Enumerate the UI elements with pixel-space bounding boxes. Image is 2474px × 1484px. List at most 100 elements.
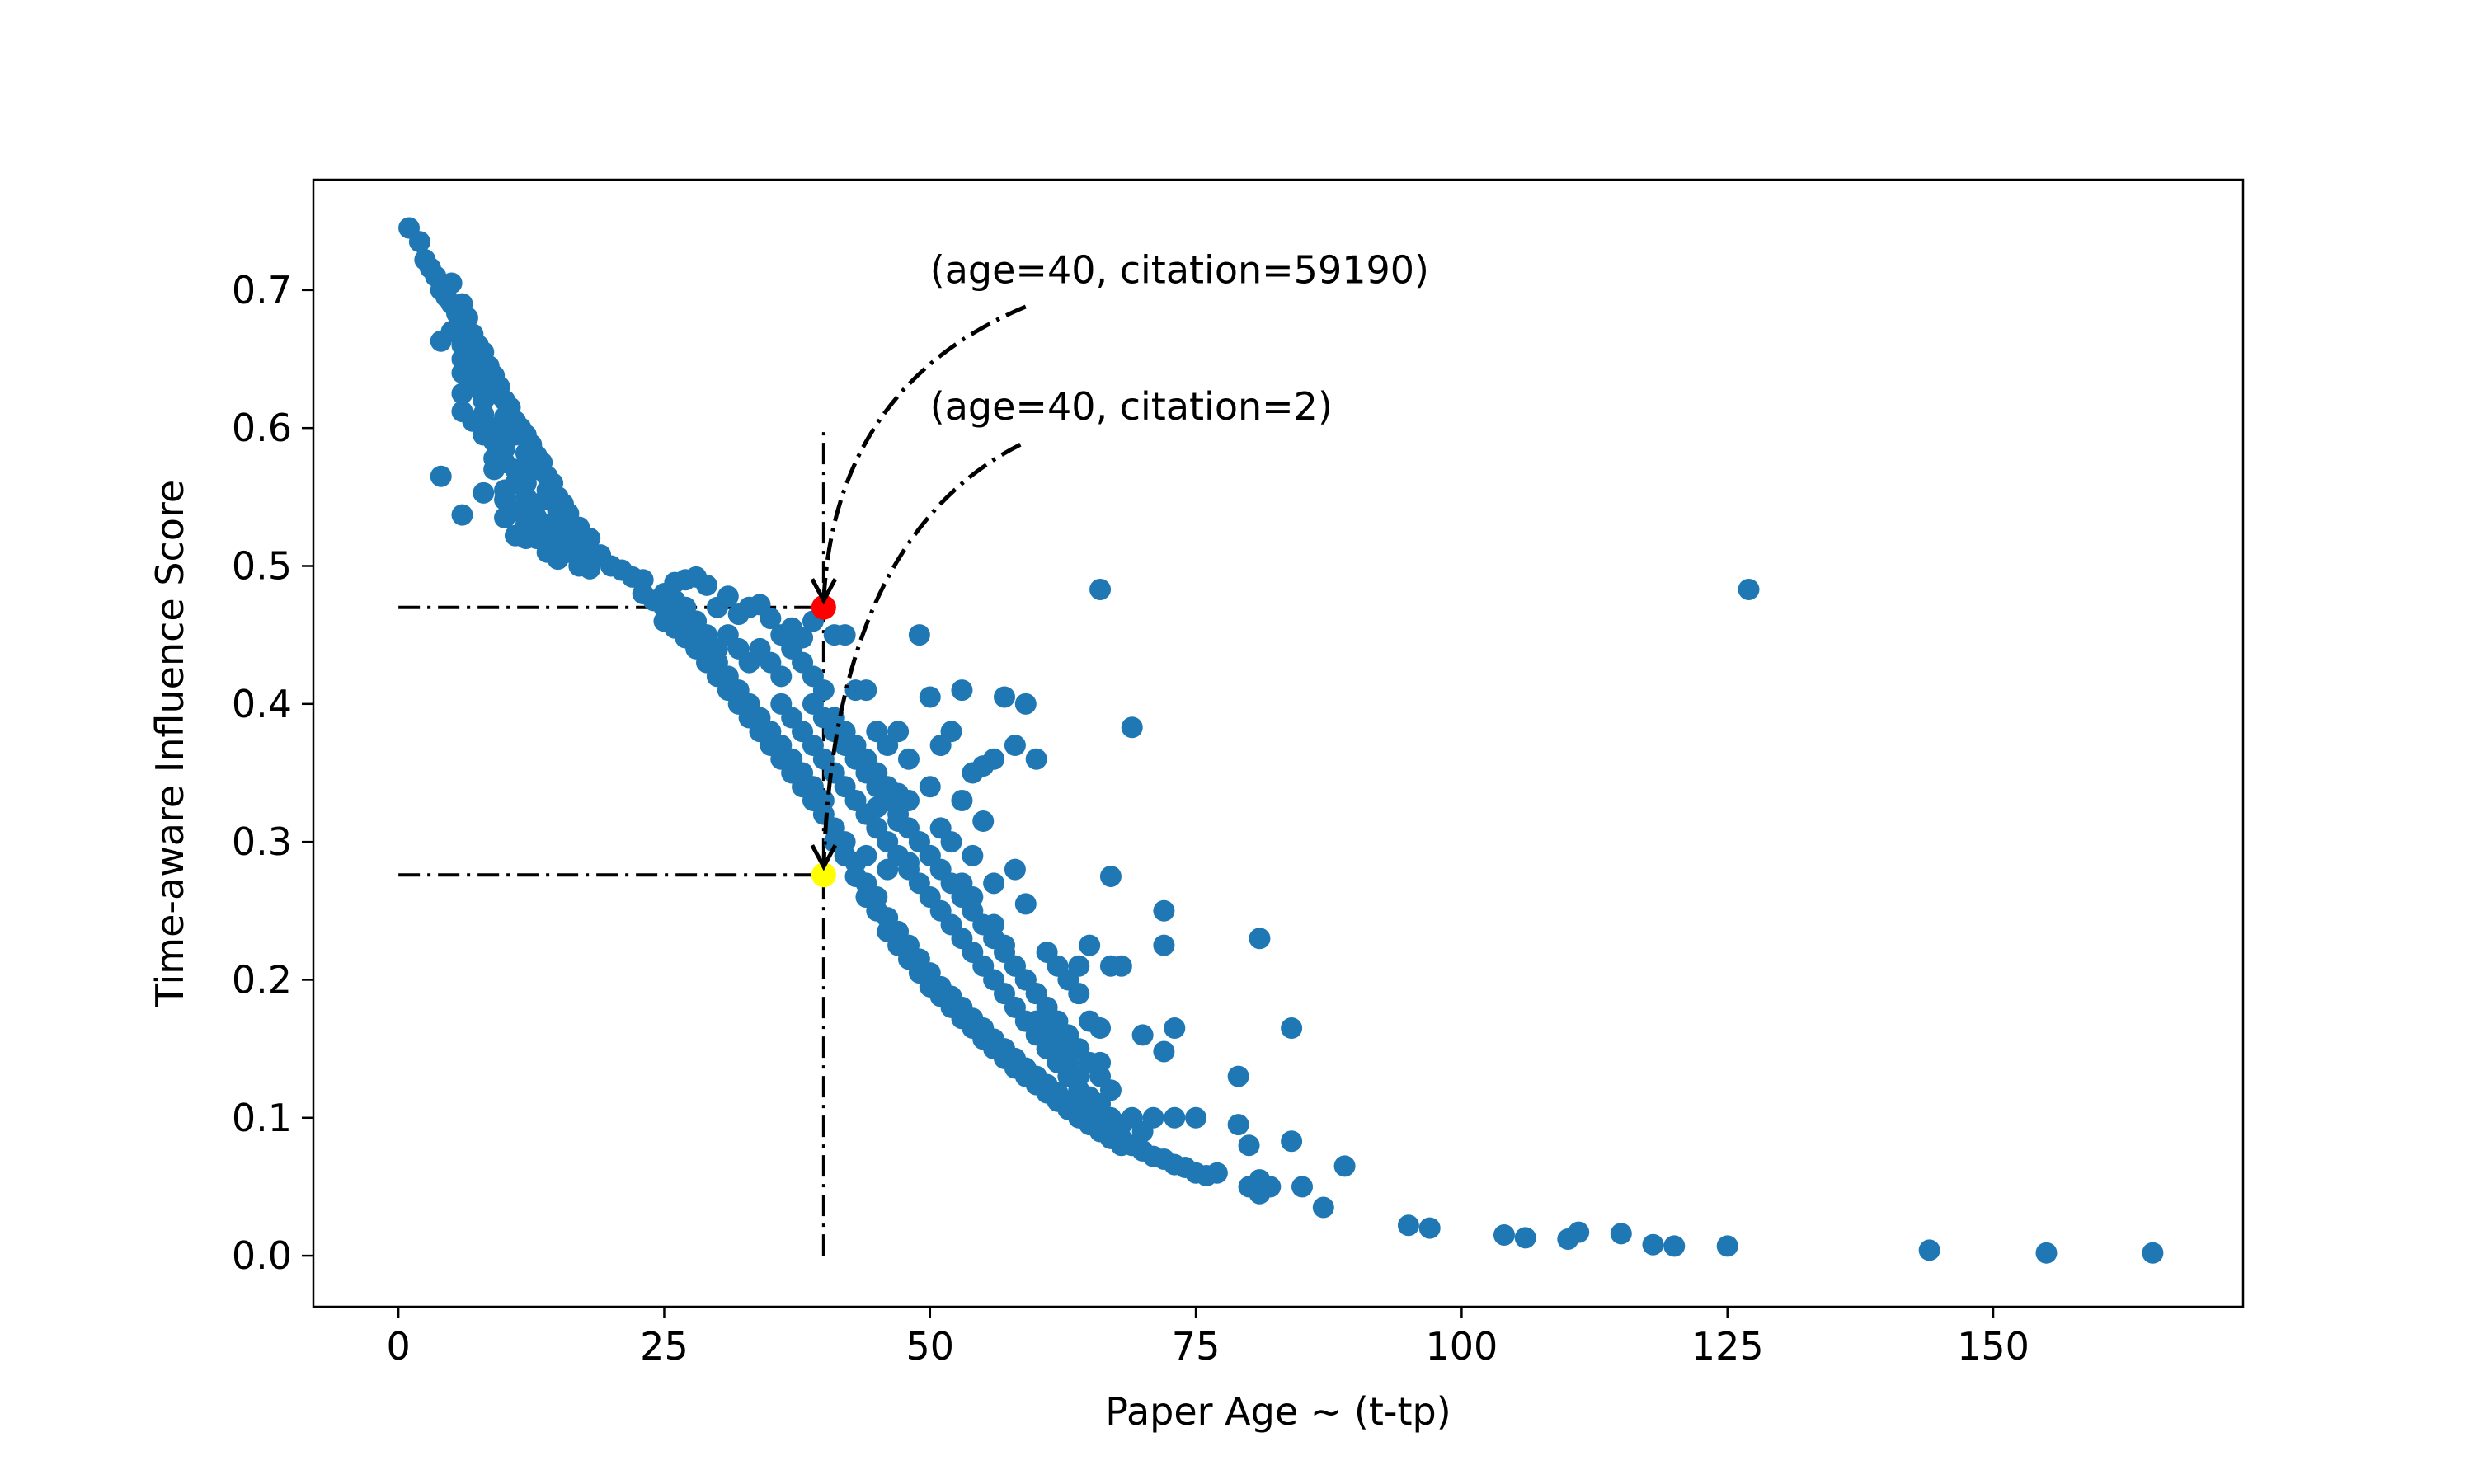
data-point — [1025, 983, 1047, 1005]
data-point — [568, 555, 590, 577]
data-point — [557, 520, 580, 542]
data-point — [994, 934, 1016, 956]
y-axis-label: Time-aware Influence Score — [148, 480, 192, 1007]
data-point — [792, 651, 814, 674]
x-axis-ticks: 0 25 50 75 100 125 150 — [386, 1307, 2030, 1369]
data-point — [919, 844, 941, 866]
data-point — [919, 776, 941, 798]
data-point — [1281, 1130, 1303, 1153]
data-point — [717, 585, 739, 608]
data-point — [515, 456, 537, 478]
data-point — [1716, 1235, 1738, 1257]
data-point — [951, 789, 973, 811]
data-point — [1249, 928, 1271, 950]
data-point — [1153, 1040, 1175, 1063]
data-point — [1281, 1017, 1303, 1040]
data-point — [962, 762, 984, 784]
x-tick-label: 0 — [386, 1324, 410, 1369]
data-point — [451, 504, 473, 526]
arrow-to-high-citation-head — [810, 578, 838, 605]
data-point — [812, 679, 835, 702]
data-point — [494, 420, 516, 442]
data-point — [696, 574, 718, 596]
data-point — [494, 489, 516, 511]
plot-frame — [312, 178, 2245, 1308]
data-point — [1099, 865, 1122, 887]
data-point — [1014, 693, 1037, 715]
data-point — [473, 424, 495, 446]
data-point — [760, 608, 782, 630]
data-point — [855, 844, 877, 866]
data-point — [1663, 1235, 1686, 1257]
data-point — [1291, 1176, 1314, 1198]
data-point — [462, 355, 484, 377]
arrow-to-low-citation-head — [810, 844, 838, 871]
low-citation-point — [811, 862, 836, 888]
y-tick-label: 0.1 — [232, 1096, 292, 1140]
data-point — [929, 735, 952, 757]
data-point — [515, 528, 537, 550]
data-point — [1153, 934, 1175, 956]
data-point — [1227, 1114, 1249, 1136]
data-point — [1089, 578, 1112, 600]
data-point — [792, 627, 814, 649]
data-point — [1121, 716, 1143, 739]
data-point — [983, 872, 1005, 895]
data-point — [504, 472, 526, 495]
data-point — [473, 378, 495, 401]
y-tick-label: 0.3 — [232, 819, 292, 864]
data-point — [983, 913, 1005, 936]
data-point — [877, 858, 899, 881]
data-point — [440, 321, 463, 343]
data-point — [536, 514, 558, 536]
x-tick-label: 100 — [1425, 1324, 1498, 1369]
data-point — [1131, 1024, 1154, 1046]
data-point — [1312, 1196, 1334, 1219]
data-point — [908, 624, 930, 646]
data-point — [919, 686, 941, 708]
data-point — [855, 679, 877, 702]
x-tick-label: 50 — [905, 1324, 954, 1369]
data-point — [1068, 1065, 1090, 1087]
data-point — [1568, 1221, 1590, 1243]
annotation-arrows — [810, 304, 1027, 871]
data-point — [1004, 858, 1026, 881]
data-point — [1014, 893, 1037, 915]
data-point — [1004, 735, 1026, 757]
x-tick-label: 150 — [1957, 1324, 2030, 1369]
data-point — [1153, 899, 1175, 922]
data-point — [962, 886, 984, 909]
data-point — [1238, 1134, 1260, 1157]
data-point — [1642, 1233, 1664, 1256]
y-tick-label: 0.2 — [232, 957, 292, 1002]
annotations: (age=40, citation=59190) (age=40, citatio… — [930, 247, 1429, 429]
arrow-to-high-citation — [821, 304, 1027, 601]
data-point — [1418, 1217, 1441, 1239]
y-tick-label: 0.7 — [232, 268, 292, 312]
x-tick-label: 75 — [1172, 1324, 1221, 1369]
data-point — [430, 465, 452, 487]
data-point — [1025, 748, 1047, 770]
data-point — [515, 495, 537, 518]
x-tick-label: 125 — [1691, 1324, 1764, 1369]
data-point — [1206, 1162, 1228, 1184]
data-point — [1514, 1227, 1536, 1249]
data-point — [1493, 1223, 1515, 1246]
low-citation-point-annotation: (age=40, citation=2) — [930, 384, 1333, 429]
data-point — [1333, 1155, 1356, 1177]
data-point — [1164, 1106, 1186, 1129]
data-point — [1089, 1051, 1112, 1073]
data-point — [1068, 983, 1090, 1005]
x-axis-label: Paper Age ~ (t-tp) — [1105, 1389, 1451, 1434]
data-point — [951, 679, 973, 702]
data-point — [653, 582, 675, 604]
data-point — [1110, 955, 1132, 977]
data-point — [1047, 1031, 1069, 1053]
data-point — [962, 844, 984, 866]
y-tick-label: 0.5 — [232, 543, 292, 588]
data-point — [1918, 1239, 1940, 1261]
y-tick-label: 0.4 — [232, 682, 292, 726]
data-point — [1131, 1120, 1154, 1143]
y-tick-label: 0.0 — [232, 1233, 292, 1278]
